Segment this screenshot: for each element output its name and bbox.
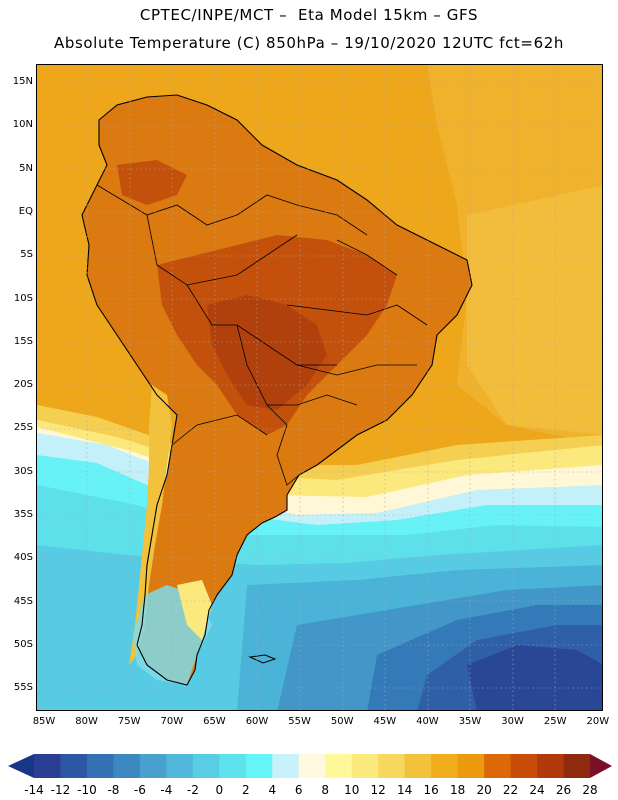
coastline	[81, 94, 473, 686]
colorbar-swatch	[34, 754, 61, 778]
lon-label: 70W	[160, 716, 184, 727]
lat-label: 55S	[13, 682, 33, 694]
gridlines	[37, 65, 602, 710]
lat-label: 20S	[13, 379, 33, 391]
colorbar-swatch	[166, 754, 194, 778]
colorbar-swatch	[563, 754, 591, 778]
colorbar-tick-label: 24	[529, 783, 545, 797]
colorbar-under-arrow	[8, 754, 34, 778]
colorbar-over-arrow	[590, 754, 612, 778]
colorbar-tick-label: 8	[321, 783, 330, 797]
hot-core-central	[207, 295, 327, 410]
lat-label: 25S	[13, 422, 33, 434]
colorbar-tick-label: 6	[294, 783, 303, 797]
lat-label: 30S	[13, 465, 33, 477]
colorbar-swatch	[457, 754, 485, 778]
falkland-islands	[248, 654, 277, 664]
andes-cool-strip	[129, 385, 172, 665]
title-line-1: CPTEC/INPE/MCT – Eta Model 15km – GFS	[139, 6, 479, 24]
lon-label: 50W	[330, 716, 354, 727]
lat-label: 10S	[13, 292, 33, 304]
colorbar-tick-label: 12	[370, 783, 386, 797]
lon-label: 60W	[245, 716, 269, 727]
colorbar-tick-label: 16	[423, 783, 439, 797]
colorbar-swatch	[113, 754, 141, 778]
colorbar-tick-label: -10	[77, 783, 97, 797]
lon-label: 80W	[75, 716, 98, 727]
colorbar-swatch	[484, 754, 512, 778]
lat-label: 15N	[12, 76, 33, 87]
title-line-2: Absolute Temperature (C) 850hPa – 19/10/…	[54, 34, 564, 52]
colorbar-tick-label: 14	[397, 783, 413, 797]
lat-label: 45S	[13, 595, 33, 607]
colorbar-tick-label: 22	[502, 783, 519, 797]
colorbar-tick-label: 20	[476, 783, 492, 797]
band-neg12	[467, 645, 602, 710]
colorbar-tick-label: -14	[24, 783, 44, 797]
colorbar-swatch	[351, 754, 379, 778]
lat-label: 15S	[13, 335, 33, 347]
lon-label: 45W	[373, 716, 397, 727]
colorbar-tick-label: 26	[555, 783, 572, 797]
lon-label: 75W	[117, 716, 141, 727]
colorbar-swatch	[431, 754, 459, 778]
colorbar-tick-label: 28	[582, 783, 598, 797]
lon-label: 35W	[458, 716, 482, 727]
colorbar-tick-label: -8	[107, 783, 120, 797]
map-panel	[36, 64, 603, 711]
colorbar-tick-label: 0	[215, 783, 224, 797]
lat-label: 10N	[12, 119, 33, 131]
atlantic-mid-zone	[467, 185, 602, 435]
temperature-map	[37, 65, 602, 710]
colorbar-swatch	[192, 754, 220, 778]
colorbar-swatch	[537, 754, 565, 778]
lon-label: 30W	[501, 716, 524, 727]
colorbar-swatch	[510, 754, 538, 778]
lon-label: 65W	[203, 716, 226, 727]
colorbar-tick-label: 18	[449, 783, 466, 797]
colorbar-tick-label: -2	[186, 783, 199, 797]
colorbar-swatch	[272, 754, 300, 778]
lat-label: 5S	[20, 249, 33, 261]
hot-core-north	[117, 160, 187, 205]
lat-label: 50S	[13, 638, 33, 650]
colorbar-swatch	[86, 754, 114, 778]
colorbar-swatch	[298, 754, 326, 778]
colorbar-swatch	[219, 754, 247, 778]
colorbar-tick-label: 4	[268, 783, 277, 797]
colorbar-swatch	[378, 754, 406, 778]
colorbar-swatch	[60, 754, 88, 778]
patagonia-warm-patch	[177, 580, 212, 640]
lon-label: 25W	[543, 716, 567, 727]
colorbar-tick-label: -12	[50, 783, 71, 797]
colorbar-tick-label: 10	[344, 783, 360, 797]
colorbar-tick-label: -6	[133, 783, 146, 797]
colorbar-tick-label: -4	[160, 783, 173, 797]
colorbar-swatch	[245, 754, 273, 778]
colorbar-swatch	[139, 754, 167, 778]
colorbar-tick-label: 2	[241, 783, 250, 797]
lon-label: 85W	[32, 716, 56, 727]
lon-label: 55W	[288, 716, 311, 727]
colorbar	[8, 754, 612, 778]
lon-label: 40W	[416, 716, 439, 727]
lon-label: 20W	[586, 716, 610, 727]
lat-label: EQ	[18, 205, 33, 217]
lat-label: 5N	[19, 162, 33, 174]
lat-label: 35S	[13, 509, 33, 520]
colorbar-swatch	[325, 754, 353, 778]
lat-label: 40S	[13, 552, 33, 564]
colorbar-swatch	[404, 754, 432, 778]
